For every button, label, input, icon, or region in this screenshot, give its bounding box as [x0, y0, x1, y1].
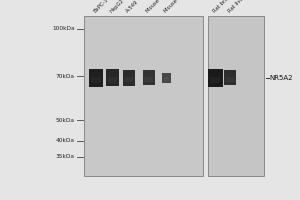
- Text: 50kDa: 50kDa: [56, 117, 75, 122]
- Text: 35kDa: 35kDa: [56, 154, 75, 160]
- Text: Mouse brain: Mouse brain: [145, 0, 171, 14]
- Bar: [226, 77, 235, 82]
- Text: Rat liver: Rat liver: [227, 0, 246, 14]
- Bar: [106, 69, 119, 86]
- Text: Rat brain: Rat brain: [212, 0, 232, 14]
- Text: BxPC-3: BxPC-3: [92, 0, 109, 14]
- Text: 40kDa: 40kDa: [56, 138, 75, 144]
- Bar: [108, 77, 117, 83]
- Bar: [123, 70, 135, 86]
- Bar: [208, 69, 223, 87]
- Bar: [162, 73, 171, 83]
- Bar: [124, 77, 134, 82]
- Text: NR5A2: NR5A2: [269, 75, 292, 81]
- Bar: [224, 70, 236, 85]
- Text: 100kDa: 100kDa: [52, 26, 75, 31]
- Bar: [164, 77, 169, 81]
- Bar: [142, 70, 154, 85]
- Bar: [144, 77, 153, 82]
- Bar: [84, 16, 202, 176]
- Bar: [208, 16, 264, 176]
- Bar: [210, 77, 220, 83]
- Bar: [89, 69, 103, 87]
- Text: Mouse liver: Mouse liver: [163, 0, 188, 14]
- Bar: [91, 77, 101, 83]
- Text: A-549: A-549: [125, 0, 140, 14]
- Text: HepG2: HepG2: [109, 0, 125, 14]
- Text: 70kDa: 70kDa: [56, 74, 75, 79]
